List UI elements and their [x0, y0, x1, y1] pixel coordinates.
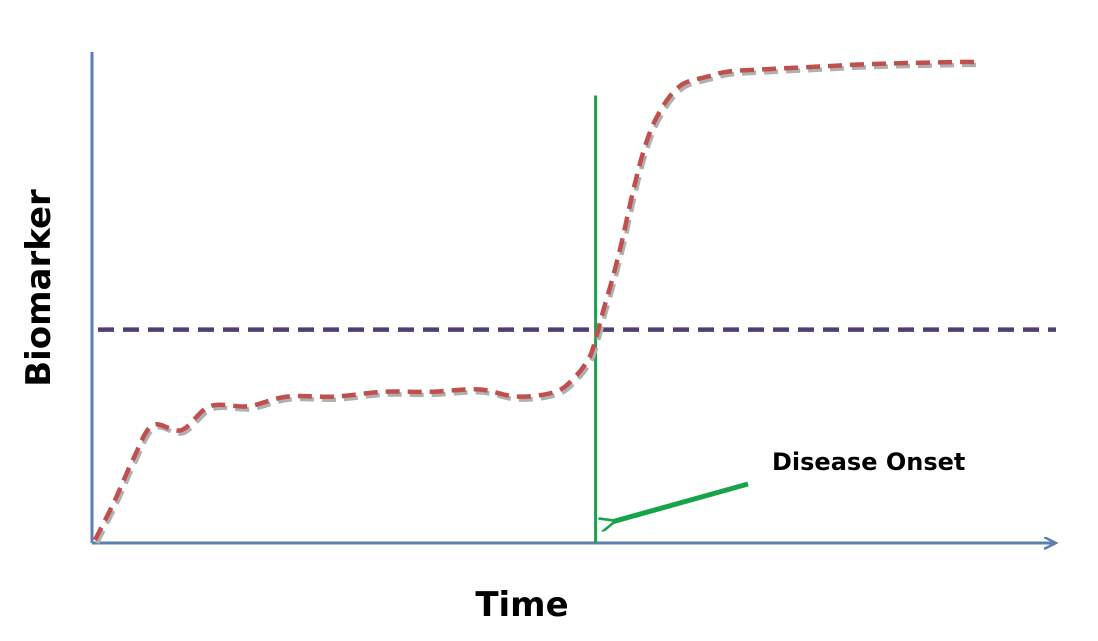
x-axis-title: Time: [475, 585, 568, 625]
series-group: [92, 59, 980, 545]
annotation-arrow: [613, 481, 749, 522]
series-line-shadow: [94, 62, 980, 545]
y-axis-title: Biomarker: [19, 189, 59, 387]
annotation-disease-onset: Disease Onset: [772, 448, 965, 476]
series-line: [92, 59, 978, 542]
